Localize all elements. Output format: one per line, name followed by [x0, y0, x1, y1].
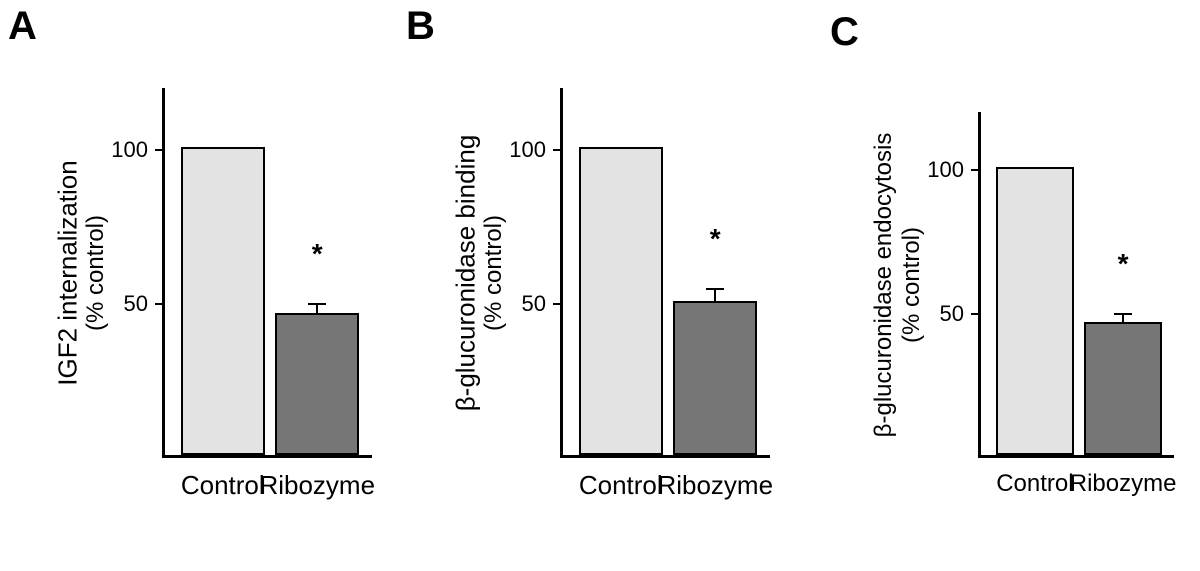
bar-ribozyme — [1084, 322, 1162, 455]
bar-control — [579, 147, 663, 455]
ytick-mark — [971, 313, 981, 315]
panel-B: B β-glucuronidase binding (% control) 50… — [400, 0, 800, 571]
bar-control — [996, 167, 1074, 455]
errorbar — [316, 304, 318, 313]
ytick-label: 100 — [496, 137, 546, 163]
panel-A: A IGF2 internalization (% control) 50100… — [0, 0, 400, 571]
figure-root: A IGF2 internalization (% control) 50100… — [0, 0, 1200, 571]
ytick-mark — [155, 303, 165, 305]
y-axis-label-B-line1: β-glucuronidase binding — [451, 135, 482, 412]
errorbar — [1122, 314, 1124, 323]
bar-ribozyme — [673, 301, 757, 455]
panel-label-B: B — [406, 4, 435, 49]
ytick-label: 50 — [914, 301, 964, 327]
ytick-label: 50 — [496, 291, 546, 317]
chart-area-B: 50100Control*Ribozyme — [560, 88, 770, 458]
ytick-label: 100 — [914, 157, 964, 183]
significance-star: * — [1118, 248, 1129, 280]
x-category-label: Ribozyme — [1070, 470, 1177, 498]
x-category-label: Control — [181, 470, 265, 501]
y-axis-label-A-line1: IGF2 internalization — [53, 160, 84, 385]
ytick-label: 50 — [98, 291, 148, 317]
ytick-mark — [971, 169, 981, 171]
x-category-label: Control — [996, 470, 1073, 498]
errorbar — [714, 289, 716, 301]
ytick-mark — [553, 149, 563, 151]
significance-star: * — [312, 238, 323, 270]
chart-area-A: 50100Control*Ribozyme — [162, 88, 372, 458]
bar-control — [181, 147, 265, 455]
ytick-label: 100 — [98, 137, 148, 163]
chart-area-C: 50100Control*Ribozyme — [978, 112, 1174, 458]
significance-star: * — [710, 223, 721, 255]
panel-label-A: A — [8, 4, 37, 49]
x-category-label: Ribozyme — [259, 470, 375, 501]
bar-ribozyme — [275, 313, 359, 455]
panel-C: C β-glucuronidase endocytosis (% control… — [800, 0, 1200, 571]
panel-label-C: C — [830, 10, 859, 55]
y-axis-label-C-line1: β-glucuronidase endocytosis — [870, 133, 898, 438]
ytick-mark — [155, 149, 165, 151]
x-category-label: Ribozyme — [657, 470, 773, 501]
x-category-label: Control — [579, 470, 663, 501]
ytick-mark — [553, 303, 563, 305]
